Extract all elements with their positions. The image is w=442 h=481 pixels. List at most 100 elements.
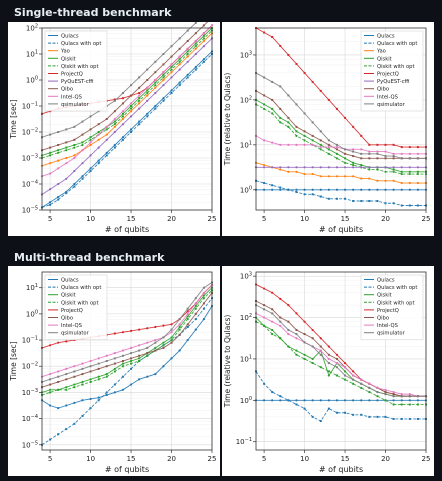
data-point [186,307,189,310]
x-axis-label: # of qubits [105,465,149,474]
data-point [202,302,205,305]
y-tick-label: 100 [240,185,252,194]
data-point [376,143,379,146]
data-point [311,143,314,146]
data-point [392,188,395,191]
data-point [392,168,395,171]
data-point [81,133,84,136]
data-point [368,152,371,155]
x-tick-label: 25 [422,215,431,223]
series-line-6 [41,38,213,195]
data-point [49,146,52,149]
data-point [48,388,52,391]
data-point [130,94,133,97]
data-point [162,336,165,339]
data-point [162,84,165,87]
data-point [408,393,411,396]
data-point [368,415,371,418]
data-point [202,307,205,310]
data-point [279,143,282,146]
data-point [279,316,282,319]
data-point [113,352,116,355]
data-point [121,117,125,121]
data-point [121,136,125,139]
data-point [97,123,100,126]
data-point [295,328,298,331]
data-point [352,399,355,402]
data-point [384,202,387,205]
data-point [57,159,60,162]
series-line-6 [255,312,426,397]
data-point [376,166,379,169]
x-tick-label: 15 [127,455,136,463]
data-point [327,188,330,191]
data-point [271,107,274,110]
data-point [368,391,371,394]
data-point [327,399,330,402]
data-point [129,346,133,350]
data-point [376,150,379,153]
data-point [271,98,274,101]
data-point [73,169,76,173]
x-tick-label: 20 [381,215,390,223]
data-point [352,378,355,381]
x-tick-label: 15 [127,215,136,223]
data-point [376,152,379,155]
data-point [416,157,419,160]
data-point [303,333,306,336]
data-point [113,357,116,360]
data-point [376,391,379,394]
y-tick-label: 101 [240,354,252,363]
data-point [146,79,149,81]
data-point [81,162,84,165]
data-point [335,357,338,360]
data-point [392,152,395,155]
data-point [376,415,379,418]
data-point [360,177,363,180]
data-point [279,44,282,47]
data-point [287,166,290,169]
series-line-3 [255,99,426,173]
data-point [400,188,403,191]
data-point [138,328,141,331]
legend-box [360,274,424,341]
data-point [121,138,124,141]
data-point [327,98,330,101]
data-point [194,312,197,315]
legend-label: Qibo [61,316,73,322]
data-point [49,133,52,136]
data-point [392,155,395,158]
data-point [400,157,403,160]
data-point [162,324,165,327]
data-point [97,396,100,399]
data-point [65,141,68,144]
data-point [400,146,403,149]
legend-label: ProjectQ [377,72,399,78]
chart-single-thread-relative: 5 10 15 20 25 100 101 102 103 # of qubits Time (re… [223,27,431,234]
legend-label: Qiskit with opt [377,64,415,70]
data-point [262,139,266,142]
data-point [352,188,355,191]
data-point [194,39,197,43]
data-point [263,103,266,106]
data-point [73,185,76,188]
data-point [121,388,125,391]
data-point [327,374,330,377]
x-tick-label: 10 [86,215,95,223]
data-point [170,357,173,360]
data-point [162,73,165,76]
data-point [210,24,214,27]
data-point [105,118,108,120]
legend-label: Yao [376,49,386,55]
data-point [271,399,274,402]
data-point [303,134,306,137]
data-point [311,121,314,124]
data-point [105,391,108,394]
chart-multi-thread-time: 5 10 15 20 25 10−5 10−4 10−3 10−2 10−1 100 101 # of … [9,271,216,474]
data-point [335,353,339,356]
data-point [368,399,371,402]
data-point [65,386,68,389]
data-point [65,378,68,381]
data-point [295,403,298,406]
data-point [202,39,206,43]
